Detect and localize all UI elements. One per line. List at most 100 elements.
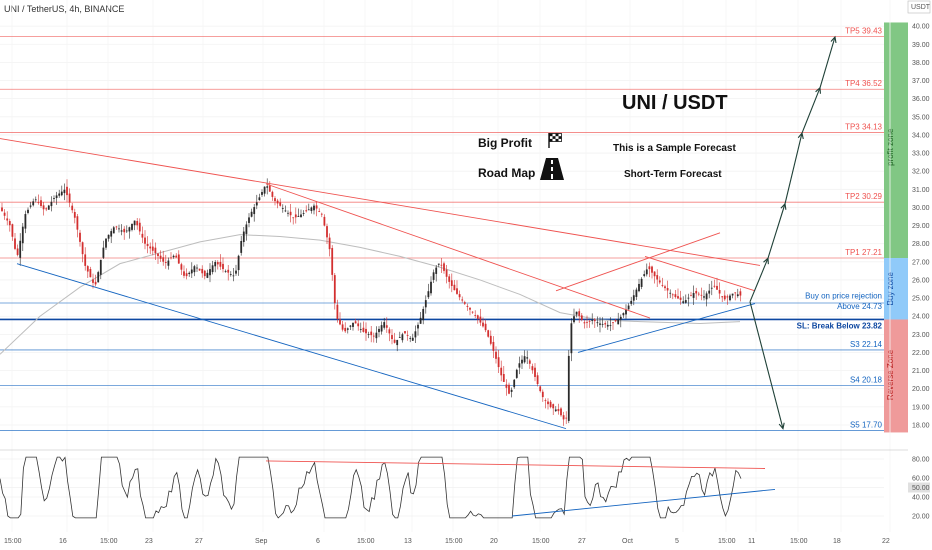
candle-body [227,269,230,273]
candle-body [583,322,586,324]
price-tick-label: 22.00 [912,350,930,357]
candle-body [450,280,453,286]
candle-body [708,290,711,294]
candle-body [474,315,477,316]
forecast-up-segment [801,87,821,134]
candle-body [669,292,672,294]
candle-body [401,334,404,341]
level-label: S3 22.14 [850,340,883,349]
resistance-trendline [555,232,721,292]
level-label: TP3 34.13 [845,123,882,132]
candle-body [349,325,352,327]
short-term-annotation: Short-Term Forecast [624,169,722,180]
candle-body [167,260,170,266]
candle-body [276,200,279,204]
candle-body [3,212,6,216]
time-tick-label: 15:00 [4,538,22,545]
candle-body [232,275,235,277]
candle-body [266,186,269,188]
candle-body [700,294,703,296]
candle-body [346,328,349,330]
time-tick-label: 18 [833,538,841,545]
reverse-zone-band [884,319,908,433]
candle-body [500,367,503,376]
price-tick-label: 26.00 [912,277,930,284]
forecast-down-head [778,422,785,430]
candle-body [365,328,367,334]
currency-box[interactable] [907,0,931,14]
candle-body [146,243,149,247]
level-label: S5 17.70 [850,420,883,429]
rsi-resistance-line [265,460,766,469]
candle-body [198,268,201,271]
candle-body [677,296,679,299]
candle-body [128,227,131,232]
chart-title: UNI / TetherUS, 4h, BINANCE [4,4,124,14]
candle-body [591,319,594,321]
candle-body [255,202,258,206]
support-trendline [577,303,756,353]
level-label: TP1 27.21 [845,248,882,257]
candle-body [690,295,692,297]
forecast-up-head [830,35,837,44]
candle-body [47,205,50,210]
candle-body [263,186,266,194]
candle-body [367,334,370,336]
price-axis[interactable]: 18.00 19.00 20.00 21.00 22.00 23.00 24.00 25.00… [912,24,930,430]
forecast-up-segment [749,257,769,302]
price-tick-label: 27.00 [912,259,930,266]
candle-body [739,291,742,296]
candle-body [729,295,731,301]
candle-body [40,200,42,206]
candle-body [53,198,55,199]
candle-body [430,281,432,294]
candle-body [209,269,211,276]
candle-body [24,214,27,229]
candle-body [604,323,607,325]
time-axis[interactable]: 15:00 16 15:00 23 27 Sep 6 15:00 13 15:00 20 15:00 2… [4,538,890,545]
level-label: TP4 36.52 [845,79,882,88]
candle-body [593,319,596,322]
candle-body [294,214,297,218]
candle-body [687,297,690,299]
candle-body [630,300,633,304]
candle-body [94,281,97,285]
candle-body [710,287,713,289]
candle-body [354,321,357,324]
candle-body [414,331,417,338]
candle-body [627,305,630,310]
candle-body [341,324,344,330]
time-tick-label: 13 [404,538,412,545]
candle-body [177,254,180,264]
rsi-line [0,456,742,519]
moving-average [0,234,741,355]
forecast-up-segment [784,132,803,204]
candle-body [180,264,183,270]
candle-body [193,266,196,273]
candle-body [557,408,560,412]
price-tick-label: 30.00 [912,205,930,212]
candle-body [6,218,9,221]
sample-forecast-annotation: This is a Sample Forecast [613,143,736,154]
candle-body [625,309,627,315]
flag-icon [548,133,562,148]
candle-body [237,255,240,271]
candle-body [674,294,677,298]
candle-body [66,186,68,196]
candle-body [385,325,388,328]
candle-body [666,288,669,291]
candle-body [682,301,685,303]
candle-body [723,295,726,300]
time-tick-label: 6 [316,538,320,545]
candle-body [549,401,552,408]
candle-body [58,193,61,196]
candle-body [175,255,178,258]
price-tick-label: 34.00 [912,132,930,139]
candle-body [409,338,412,339]
candle-body [692,293,695,298]
candle-body [131,223,133,230]
candle-body [229,274,232,275]
candle-body [164,262,167,263]
candle-body [211,265,214,273]
candle-body [344,327,347,332]
